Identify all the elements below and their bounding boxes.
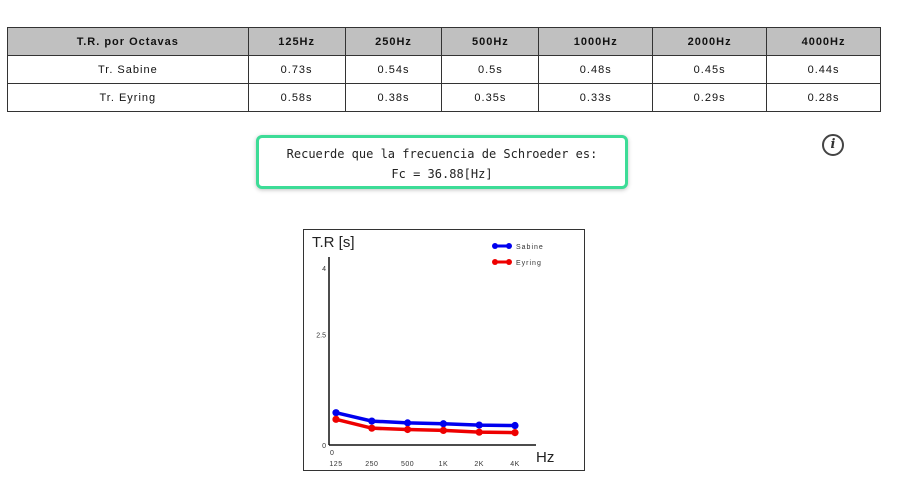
table-cell: 0.58s — [247, 83, 346, 112]
legend-label-sabine: Sabine — [516, 244, 544, 251]
table-row: Tr. Sabine 0.73s 0.54s 0.5s 0.48s 0.45s … — [7, 55, 881, 84]
legend-label-eyring: Eyring — [516, 260, 542, 267]
chart-svg: T.R [s] Hz 0 2.5 4 0 125 250 500 1K 2K 4K Sabine Eyri… — [312, 234, 554, 468]
x-axis-label: Hz — [536, 449, 554, 466]
table-cell: 0.5s — [441, 55, 540, 84]
header-cell: 125Hz — [247, 27, 346, 56]
series-point-eyring — [368, 424, 376, 432]
series-point-sabine — [511, 421, 519, 430]
y-tick-label: 2.5 — [316, 332, 326, 339]
table-cell: 0.44s — [766, 55, 881, 84]
x-origin-label: 0 — [330, 450, 334, 457]
series-point-sabine — [368, 417, 376, 425]
y-axis-label: T.R [s] — [312, 234, 355, 251]
y-tick-label: 0 — [322, 443, 326, 450]
series-line-eyring — [335, 417, 516, 435]
table-cell: 0.48s — [538, 55, 654, 84]
series-point-eyring — [332, 415, 340, 423]
x-tick-label: 250 — [365, 461, 378, 468]
schroeder-value: Fc = 36.88[Hz] — [391, 167, 493, 181]
x-tick-label: 4K — [510, 461, 520, 468]
header-cell: 500Hz — [441, 27, 540, 56]
series-point-eyring — [511, 429, 519, 437]
header-cell: 1000Hz — [538, 27, 654, 56]
legend-marker-sabine — [506, 243, 512, 249]
legend-marker-eyring — [506, 259, 512, 265]
table-cell: 0.28s — [766, 83, 881, 112]
x-tick-label: 1K — [439, 461, 449, 468]
reverberation-chart: T.R [s] Hz 0 2.5 4 0 125 250 500 1K 2K 4K Sabine Eyri… — [303, 229, 585, 471]
header-cell: T.R. por Octavas — [7, 27, 249, 56]
legend-marker-sabine — [492, 243, 498, 249]
table-cell: 0.38s — [344, 83, 443, 112]
series-line-sabine — [335, 410, 516, 428]
table-cell: 0.73s — [247, 55, 346, 84]
table-cell: 0.35s — [441, 83, 540, 112]
table-row: Tr. Eyring 0.58s 0.38s 0.35s 0.33s 0.29s… — [7, 83, 881, 112]
series-point-eyring — [404, 425, 412, 434]
x-tick-label: 125 — [329, 461, 342, 468]
info-icon[interactable]: i — [822, 134, 844, 156]
series-point-sabine — [475, 421, 483, 429]
series-point-eyring — [475, 428, 483, 436]
table-header-row: T.R. por Octavas 125Hz 250Hz 500Hz 1000H… — [7, 27, 881, 56]
header-cell: 250Hz — [344, 27, 443, 56]
y-tick-label: 4 — [322, 266, 326, 273]
row-label: Tr. Sabine — [7, 55, 249, 84]
series-point-sabine — [439, 420, 447, 428]
schroeder-text: Recuerde que la frecuencia de Schroeder … — [286, 147, 598, 161]
header-cell: 4000Hz — [766, 27, 881, 56]
table-cell: 0.33s — [538, 83, 654, 112]
table-cell: 0.29s — [652, 83, 768, 112]
row-label: Tr. Eyring — [7, 83, 249, 112]
series-point-sabine — [332, 409, 340, 417]
x-tick-label: 500 — [401, 461, 414, 468]
table-cell: 0.54s — [344, 55, 443, 84]
header-cell: 2000Hz — [652, 27, 768, 56]
x-tick-label: 2K — [474, 461, 484, 468]
reverberation-table: T.R. por Octavas 125Hz 250Hz 500Hz 1000H… — [7, 27, 881, 112]
series-point-eyring — [439, 426, 447, 434]
table-cell: 0.45s — [652, 55, 768, 84]
schroeder-notice: Recuerde que la frecuencia de Schroeder … — [256, 135, 628, 189]
legend-marker-eyring — [492, 259, 498, 265]
series-point-sabine — [404, 419, 412, 427]
